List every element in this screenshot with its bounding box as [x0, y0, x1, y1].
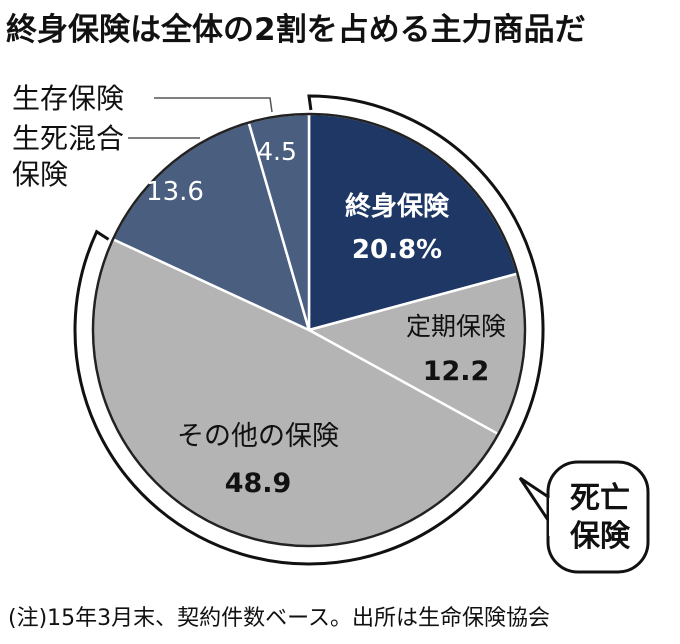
source-note: (注)15年3月末、契約件数ベース。出所は生命保険協会	[8, 606, 551, 631]
external-label-5: 生存保険	[12, 82, 124, 115]
slice-name-label-3: その他の保険	[177, 421, 339, 452]
group-label-line-2: 保険	[570, 519, 631, 554]
external-label-4b: 保険	[12, 158, 68, 191]
slice-value-label-5: 4.5	[257, 137, 297, 166]
leader-line-5	[154, 97, 273, 113]
group-bubble	[546, 460, 650, 574]
slice-name-label-2: 定期保険	[406, 312, 506, 341]
slice-value-label-1: 20.8%	[352, 235, 442, 265]
pie-outline	[91, 112, 527, 548]
slice-value-label-3: 48.9	[225, 468, 292, 499]
slice-value-label-2: 12.2	[423, 356, 490, 387]
chart-title: 終身保険は全体の2割を占める主力商品だ	[6, 12, 586, 48]
group-bracket	[73, 94, 545, 566]
slice-value-label-4: 13.6	[146, 177, 204, 207]
external-label-4a: 生死混合	[12, 122, 124, 155]
slice-name-label-1: 終身保険	[345, 191, 450, 222]
group-bubble-join	[549, 498, 561, 536]
group-label-line-1: 死亡	[570, 481, 630, 516]
